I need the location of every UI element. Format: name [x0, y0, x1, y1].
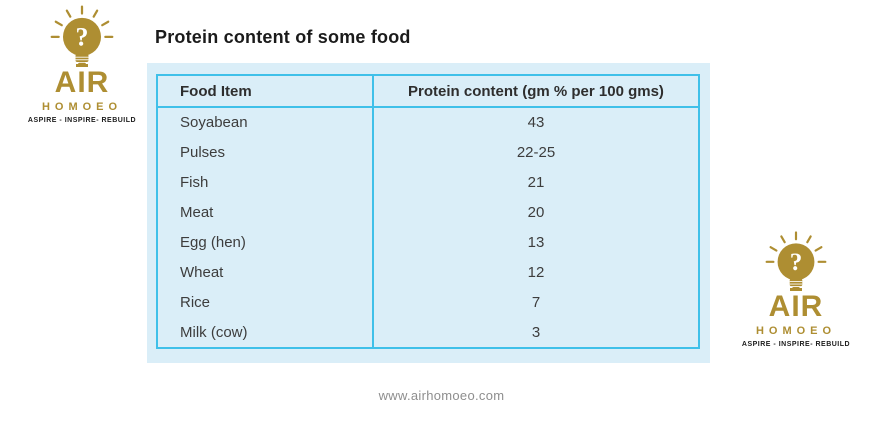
- column-header-protein-content: Protein content (gm % per 100 gms): [373, 75, 699, 108]
- logo-subtitle: HOMOEO: [755, 325, 837, 337]
- table-header-row: Food Item Protein content (gm % per 100 …: [157, 75, 699, 108]
- logo-wordmark: AIR: [768, 290, 824, 323]
- table-row: Wheat 12: [157, 257, 699, 288]
- food-item-cell: Egg (hen): [157, 227, 374, 258]
- svg-text:?: ?: [76, 23, 89, 52]
- table-row: Milk (cow) 3: [157, 317, 699, 348]
- table-row: Rice 7: [157, 287, 699, 318]
- logo-tagline: ASPIRE - INSPIRE- REBUILD: [27, 117, 137, 124]
- food-item-cell: Soyabean: [157, 107, 374, 138]
- page-title: Protein content of some food: [155, 27, 411, 47]
- protein-value-cell: 22-25: [516, 144, 556, 162]
- protein-table: Food Item Protein content (gm % per 100 …: [156, 74, 700, 349]
- table-row: Meat 20: [157, 197, 699, 228]
- food-item-cell: Meat: [157, 197, 374, 228]
- protein-value-cell: 3: [531, 323, 541, 341]
- table-row: Egg (hen) 13: [157, 227, 699, 258]
- air-homoeo-logo-bottom-right: ? AIR HOMOEO ASPIRE - INSPIRE- REBUILD: [725, 230, 867, 348]
- footer-url: www.airhomoeo.com: [378, 388, 505, 403]
- air-homoeo-logo-top-left: ? AIR HOMOEO ASPIRE - INSPIRE- REBUILD: [8, 4, 156, 124]
- column-header-food-item: Food Item: [157, 75, 374, 108]
- protein-value-cell: 20: [527, 204, 545, 222]
- table-row: Soyabean 43: [157, 107, 699, 138]
- logo-tagline: ASPIRE - INSPIRE- REBUILD: [741, 341, 851, 348]
- lightbulb-icon: ?: [765, 231, 827, 290]
- protein-value-cell: 12: [527, 263, 545, 281]
- food-item-cell: Milk (cow): [157, 317, 374, 348]
- logo-subtitle: HOMOEO: [41, 101, 123, 113]
- table-row: Pulses 22-25: [157, 137, 699, 168]
- table-panel: Food Item Protein content (gm % per 100 …: [147, 63, 710, 363]
- food-item-cell: Rice: [157, 287, 374, 318]
- table-row: Fish 21: [157, 167, 699, 198]
- logo-wordmark: AIR: [54, 66, 110, 99]
- protein-value-cell: 13: [527, 233, 545, 251]
- food-item-cell: Fish: [157, 167, 374, 198]
- svg-text:?: ?: [790, 249, 803, 276]
- food-item-cell: Wheat: [157, 257, 374, 288]
- protein-value-cell: 7: [531, 293, 541, 311]
- lightbulb-icon: ?: [50, 5, 114, 66]
- protein-value-cell: 21: [527, 174, 545, 192]
- protein-value-cell: 43: [527, 114, 545, 132]
- food-item-cell: Pulses: [157, 137, 374, 168]
